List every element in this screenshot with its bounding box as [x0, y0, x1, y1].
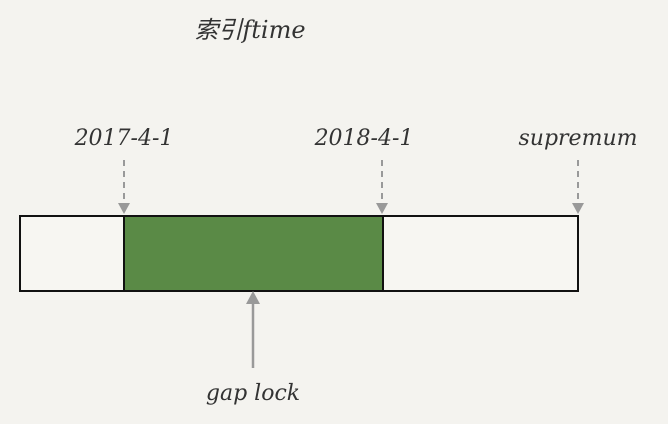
gap-lock-arrow: [246, 291, 260, 368]
marker-label-2018-4-1: 2018-4-1: [314, 126, 414, 151]
gap-lock-region: [123, 215, 384, 292]
diagram-title: 索引ftime: [194, 16, 305, 44]
dashed-arrow-2018-4-1: [376, 160, 388, 214]
index-cell-before: [19, 215, 125, 292]
index-cell-after: [382, 215, 579, 292]
marker-label-2017-4-1: 2017-4-1: [74, 126, 174, 151]
gap-lock-label: gap lock: [206, 381, 300, 406]
dashed-arrow-supremum: [572, 160, 584, 214]
dashed-arrow-2017-4-1: [118, 160, 130, 214]
marker-label-supremum: supremum: [519, 126, 638, 151]
